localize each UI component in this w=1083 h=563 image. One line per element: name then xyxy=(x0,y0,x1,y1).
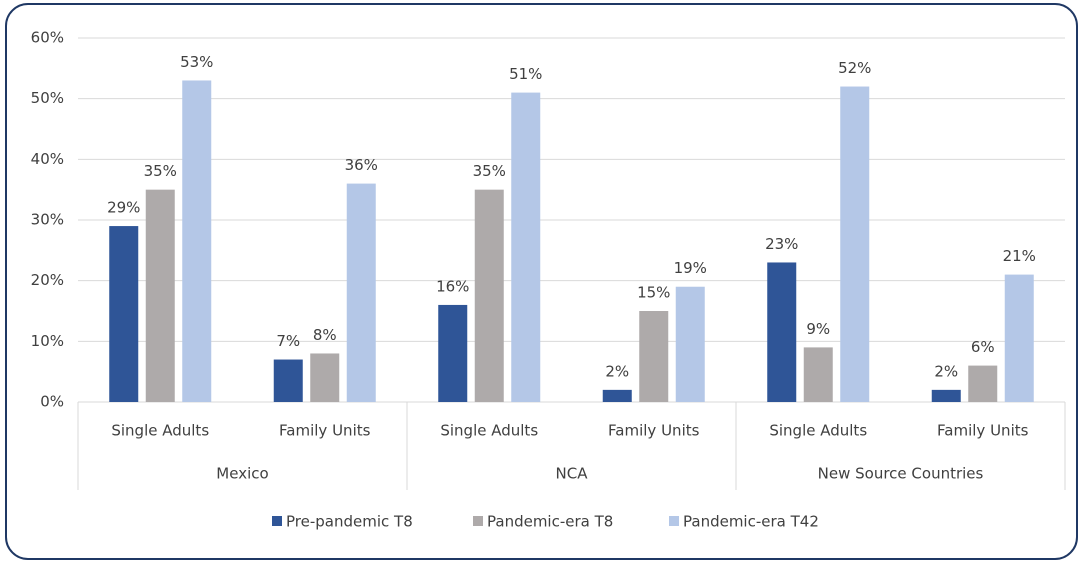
y-tick-label: 20% xyxy=(31,271,64,289)
legend-swatch xyxy=(272,516,282,526)
value-label: 15% xyxy=(637,284,670,302)
y-tick-label: 10% xyxy=(31,332,64,350)
bar xyxy=(602,389,632,402)
value-label: 2% xyxy=(934,362,958,380)
chart-frame xyxy=(5,3,1078,560)
value-label: 53% xyxy=(180,53,213,71)
x-tick-label: Single Adults xyxy=(111,422,209,440)
bar xyxy=(968,365,998,402)
bar xyxy=(109,226,139,402)
bar xyxy=(840,86,870,403)
bar xyxy=(639,311,669,402)
value-label: 36% xyxy=(345,156,378,174)
x-tick-label: Family Units xyxy=(279,422,371,440)
value-label: 8% xyxy=(313,326,337,344)
value-label: 16% xyxy=(436,277,469,295)
value-label: 51% xyxy=(509,65,542,83)
value-label: 9% xyxy=(806,320,830,338)
group-label: Mexico xyxy=(216,465,268,483)
value-label: 6% xyxy=(971,338,995,356)
legend-label: Pandemic-era T8 xyxy=(487,513,613,531)
value-label: 21% xyxy=(1003,247,1036,265)
x-tick-label: Single Adults xyxy=(440,422,538,440)
legend-label: Pre-pandemic T8 xyxy=(286,513,413,531)
bar xyxy=(346,183,376,402)
value-label: 2% xyxy=(605,362,629,380)
y-tick-label: 30% xyxy=(31,211,64,229)
bar xyxy=(803,347,833,402)
value-label: 19% xyxy=(674,259,707,277)
bar xyxy=(273,359,303,402)
y-tick-label: 60% xyxy=(31,29,64,47)
value-label: 35% xyxy=(144,162,177,180)
group-label: NCA xyxy=(556,465,589,483)
x-tick-label: Single Adults xyxy=(769,422,867,440)
bar xyxy=(511,92,541,402)
value-label: 23% xyxy=(765,235,798,253)
y-tick-label: 0% xyxy=(40,393,64,411)
bar xyxy=(767,262,797,402)
value-label: 35% xyxy=(473,162,506,180)
bar xyxy=(675,286,705,402)
value-label: 7% xyxy=(276,332,300,350)
bar xyxy=(310,353,340,402)
bar xyxy=(438,304,468,402)
bar xyxy=(931,389,961,402)
bar xyxy=(145,189,175,402)
x-tick-label: Family Units xyxy=(608,422,700,440)
bar xyxy=(1004,274,1034,402)
legend-label: Pandemic-era T42 xyxy=(683,513,819,531)
y-tick-label: 40% xyxy=(31,150,64,168)
bar xyxy=(474,189,504,402)
x-tick-label: Family Units xyxy=(937,422,1029,440)
legend-swatch xyxy=(669,516,679,526)
legend-swatch xyxy=(473,516,483,526)
group-label: New Source Countries xyxy=(818,465,984,483)
value-label: 29% xyxy=(107,199,140,217)
bar xyxy=(182,80,212,402)
value-label: 52% xyxy=(838,59,871,77)
y-tick-label: 50% xyxy=(31,89,64,107)
